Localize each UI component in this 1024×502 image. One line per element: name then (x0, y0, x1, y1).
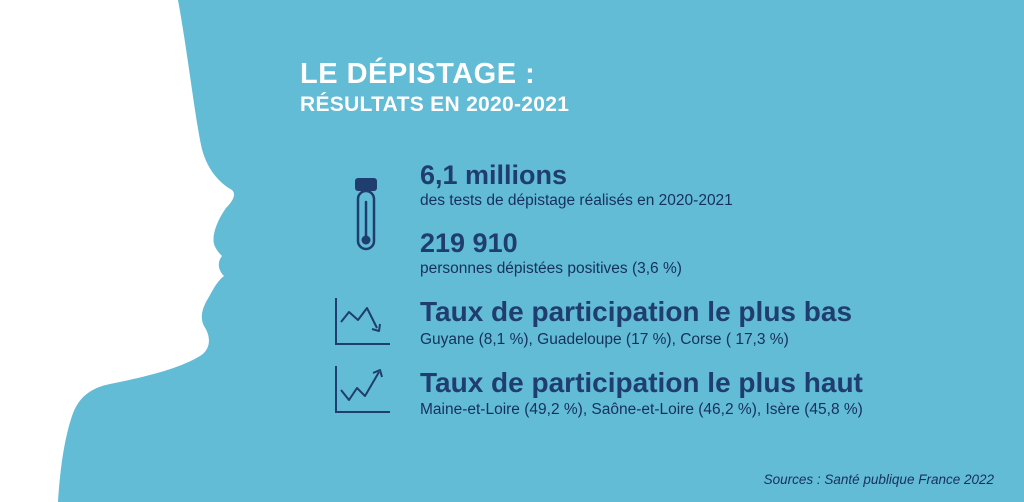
sources-note: Sources : Santé publique France 2022 (763, 472, 994, 487)
trend-down-icon (335, 298, 390, 345)
trend-up-icon (335, 366, 390, 413)
positives-count-description: personnes dépistées positives (3,6 %) (420, 260, 682, 277)
title-line-1: LE DÉPISTAGE : (300, 58, 536, 90)
lowest-participation-title: Taux de participation le plus bas (420, 296, 853, 327)
lowest-participation-regions: Guyane (8,1 %), Guadeloupe (17 %), Corse… (420, 331, 789, 348)
tests-count-value: 6,1 millions (420, 160, 568, 190)
positives-count-value: 219 910 (420, 228, 518, 258)
tests-count-description: des tests de dépistage réalisés en 2020-… (420, 192, 733, 209)
highest-participation-regions: Maine-et-Loire (49,2 %), Saône-et-Loire … (420, 401, 863, 418)
title-line-2: RÉSULTATS EN 2020-2021 (300, 93, 570, 116)
highest-participation-title: Taux de participation le plus haut (420, 367, 863, 398)
test-tube-icon (355, 178, 377, 251)
